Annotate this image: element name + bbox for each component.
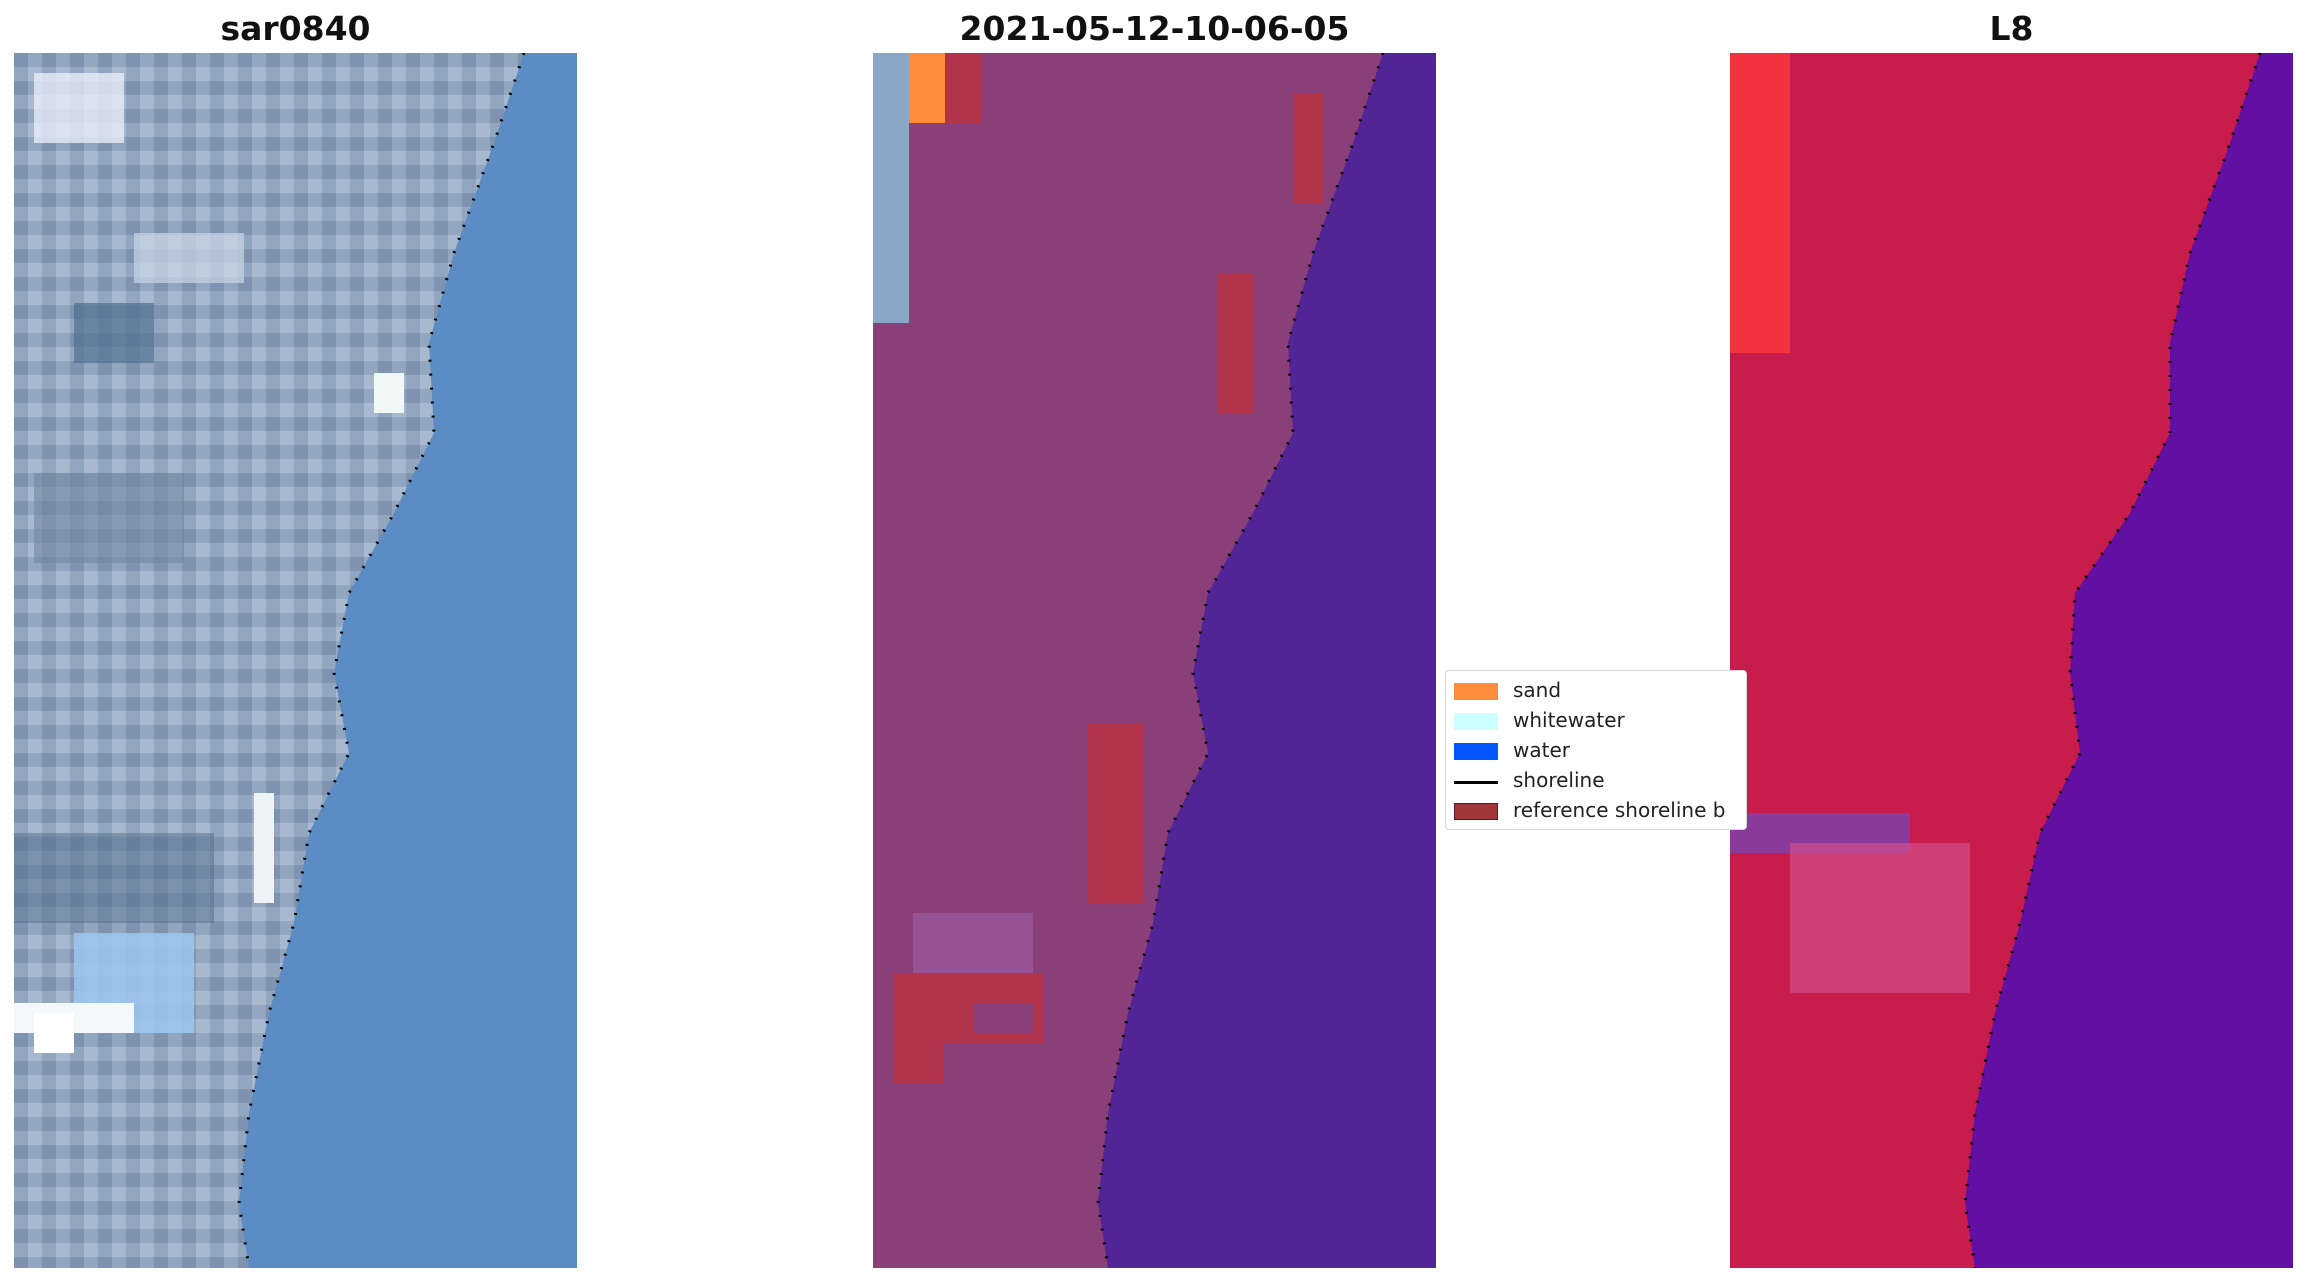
false-color-image-panel [1730, 53, 2293, 1268]
legend-item-water: water [1446, 737, 1746, 767]
shoreline-line [1454, 781, 1498, 784]
legend-item-whitewater: whitewater [1446, 707, 1746, 737]
water-swatch [1454, 743, 1498, 760]
false-color-image [1730, 53, 2293, 1268]
legend-label-sand: sand [1513, 678, 1562, 702]
legend-label-shoreline: shoreline [1513, 768, 1605, 792]
legend-item-shoreline: shoreline [1446, 767, 1746, 797]
rgb-image-panel [14, 53, 577, 1268]
legend-label-water: water [1513, 738, 1570, 762]
legend-item-reference-shoreline: reference shoreline b [1446, 797, 1746, 827]
legend-label-reference-shoreline: reference shoreline b [1513, 798, 1726, 822]
sand-swatch [1454, 683, 1498, 700]
panel-title-classified: 2021-05-12-10-06-05 [959, 9, 1350, 48]
panel-title-false-color: L8 [1989, 9, 2034, 48]
panel-title-rgb: sar0840 [220, 9, 371, 48]
legend-item-sand: sand [1446, 677, 1746, 707]
classified-image [873, 53, 1436, 1268]
rgb-image [14, 53, 577, 1268]
reference-shoreline-swatch [1454, 803, 1498, 820]
whitewater-swatch [1454, 713, 1498, 730]
legend: sand whitewater water shoreline referenc… [1445, 670, 1747, 830]
classified-image-panel [873, 53, 1436, 1268]
legend-label-whitewater: whitewater [1513, 708, 1625, 732]
